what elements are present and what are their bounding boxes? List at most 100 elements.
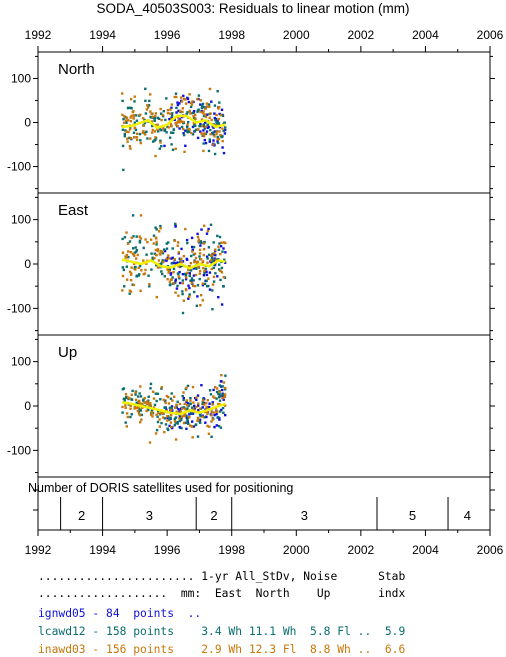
data-point	[206, 412, 209, 415]
x-tick-label-top: 2006	[477, 28, 504, 42]
data-point	[127, 396, 130, 399]
data-point	[211, 418, 215, 421]
data-point	[210, 254, 213, 257]
data-point	[184, 407, 187, 411]
data-point	[152, 234, 156, 237]
data-point	[199, 110, 202, 114]
data-point	[197, 94, 201, 97]
data-point	[207, 277, 210, 280]
data-point	[156, 249, 159, 253]
data-point	[213, 413, 216, 417]
data-point	[169, 108, 172, 111]
data-point	[132, 114, 136, 117]
data-point	[163, 275, 166, 278]
data-point	[168, 418, 171, 421]
data-point	[196, 136, 200, 140]
x-tick-label-bottom: 1998	[218, 543, 245, 557]
data-point	[129, 278, 133, 282]
data-point	[121, 113, 124, 117]
data-point	[195, 396, 198, 399]
data-point	[202, 248, 206, 251]
data-point	[212, 131, 215, 134]
data-point	[181, 273, 185, 276]
data-point	[171, 112, 174, 115]
data-point	[157, 230, 161, 233]
data-point	[172, 282, 175, 285]
data-point	[160, 270, 163, 273]
data-point	[208, 288, 212, 291]
data-point	[217, 245, 220, 248]
data-point	[223, 388, 227, 391]
data-point	[144, 112, 148, 115]
data-point	[212, 266, 215, 270]
data-point	[198, 252, 202, 255]
data-point	[139, 141, 142, 145]
data-point	[216, 140, 219, 143]
data-point	[167, 428, 170, 432]
data-point	[221, 396, 224, 400]
data-point	[222, 247, 225, 250]
data-point	[165, 247, 169, 250]
data-point	[218, 235, 222, 239]
data-point	[186, 420, 189, 423]
data-point	[138, 264, 142, 268]
data-point	[218, 384, 221, 387]
data-point	[199, 130, 202, 133]
data-point	[157, 412, 160, 415]
data-point	[132, 110, 135, 113]
data-point	[126, 242, 130, 245]
data-point	[125, 116, 129, 119]
data-point	[177, 294, 180, 297]
data-point	[140, 402, 143, 405]
data-point	[142, 130, 145, 133]
data-point	[145, 409, 148, 413]
data-point	[129, 120, 133, 123]
data-point	[213, 112, 216, 115]
data-point	[125, 253, 129, 257]
data-point	[153, 119, 156, 122]
data-point	[203, 269, 206, 273]
data-point	[182, 127, 185, 131]
data-point	[146, 137, 149, 140]
data-point	[224, 126, 227, 129]
data-point	[188, 424, 192, 427]
data-point	[194, 256, 198, 260]
data-point	[209, 112, 212, 115]
data-point	[162, 398, 165, 402]
data-point	[182, 406, 186, 409]
data-point	[155, 264, 158, 267]
data-point	[159, 224, 162, 228]
data-point	[211, 308, 214, 311]
data-point	[224, 251, 227, 254]
data-point	[182, 97, 186, 101]
data-point	[173, 424, 176, 427]
data-point	[201, 102, 205, 106]
data-point	[147, 104, 151, 107]
data-point	[212, 411, 215, 414]
data-point	[157, 130, 160, 133]
residuals-chart: SODA_40503S003: Residuals to linear moti…	[7, 1, 504, 557]
y-tick-label: -100	[7, 160, 31, 174]
data-point	[205, 402, 208, 405]
x-tick-label-bottom: 2000	[283, 543, 310, 557]
data-point	[147, 274, 150, 277]
data-point	[150, 408, 154, 412]
data-point	[191, 245, 194, 249]
data-point	[158, 252, 162, 255]
data-point	[179, 109, 182, 113]
data-point	[125, 425, 128, 428]
data-point	[214, 410, 218, 413]
data-point	[133, 126, 136, 130]
data-point	[206, 257, 209, 260]
data-point	[192, 279, 195, 282]
data-point	[137, 400, 141, 404]
data-point	[209, 133, 212, 136]
data-point	[193, 129, 197, 133]
data-point	[123, 115, 126, 118]
data-point	[145, 108, 149, 111]
data-point	[155, 399, 158, 403]
data-point	[220, 241, 223, 244]
data-point	[171, 276, 174, 279]
data-point	[182, 133, 186, 137]
data-point	[135, 235, 138, 238]
